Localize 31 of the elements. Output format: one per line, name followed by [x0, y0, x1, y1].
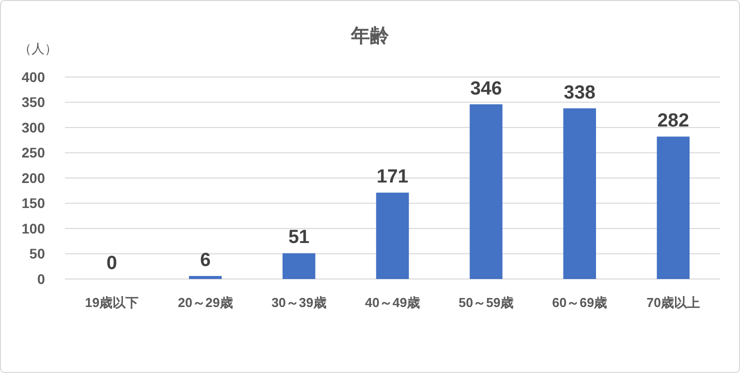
data-label: 6: [200, 250, 211, 271]
data-label: 51: [288, 227, 310, 248]
data-label: 282: [657, 110, 690, 132]
y-tick-label: 0: [37, 270, 46, 287]
bar: [470, 104, 502, 279]
y-tick-label: 200: [22, 170, 46, 186]
bar: [376, 192, 409, 279]
y-tick-label: 150: [22, 195, 46, 212]
x-tick-label: 40～49歳: [365, 295, 420, 310]
x-tick-label: 30～39歳: [271, 295, 326, 310]
y-axis-title: （人）: [18, 41, 58, 56]
y-tick-label: 250: [22, 144, 46, 161]
bar: [282, 253, 316, 279]
data-label: 346: [470, 78, 502, 100]
bar: [188, 276, 222, 279]
y-tick-label: 100: [22, 220, 46, 236]
y-tick-label: 50: [29, 246, 46, 262]
y-tick-label: 400: [22, 68, 46, 85]
x-tick-label: 50～59歳: [458, 295, 514, 310]
y-tick-label: 300: [22, 119, 46, 136]
x-tick-label: 20～29歳: [178, 295, 233, 310]
y-tick-label: 350: [22, 94, 46, 110]
bar: [563, 108, 596, 279]
x-tick-label: 70歳以上: [646, 295, 700, 310]
x-tick-label: 19歳以下: [85, 295, 139, 310]
x-tick-label: 60～69歳: [552, 295, 608, 310]
data-label: 338: [564, 82, 596, 104]
chart-title: 年齢: [350, 26, 390, 47]
data-label: 171: [376, 166, 409, 188]
bar: [656, 136, 690, 279]
data-label: 0: [106, 253, 118, 274]
